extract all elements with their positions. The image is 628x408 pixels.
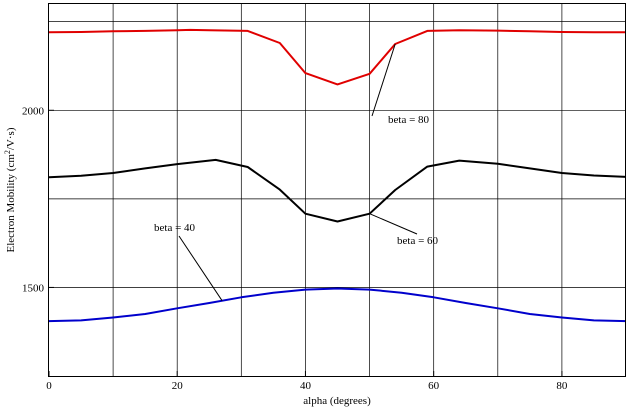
series-line-3: [48, 287, 627, 323]
y-axis-title: Electron Mobility (cm2/V·s): [3, 127, 17, 252]
y-tick-label: 2000: [22, 105, 45, 117]
x-tick-label: 80: [556, 380, 568, 392]
x-tick-label: 0: [46, 380, 52, 392]
x-tick-label: 20: [172, 380, 184, 392]
tick-labels: 0 20 40 60 80 1500 2000: [22, 105, 568, 392]
y-axis-title-sup: 2: [3, 150, 12, 154]
grid: [49, 4, 626, 376]
annotation-leader: [178, 235, 223, 301]
x-axis-title: alpha (degrees): [303, 395, 371, 407]
series-line-1: [48, 28, 626, 86]
x-tick-label: 40: [300, 380, 312, 392]
annotation-leader: [369, 213, 418, 235]
annotations: beta = 80 beta = 60 beta = 40: [154, 43, 439, 301]
x-tick-label: 60: [428, 380, 440, 392]
annotation-leader: [371, 43, 396, 117]
y-axis-title-main: Electron Mobility (cm: [5, 154, 17, 253]
annotation-label: beta = 80: [388, 114, 430, 126]
series-group: [48, 28, 627, 323]
y-tick-label: 1500: [22, 282, 45, 294]
annotation-label: beta = 40: [154, 222, 196, 234]
annotation-label: beta = 60: [397, 235, 439, 247]
y-axis-title-tail: /V·s): [5, 127, 17, 150]
plot-frame: [48, 3, 626, 377]
series-line-2: [48, 158, 627, 223]
